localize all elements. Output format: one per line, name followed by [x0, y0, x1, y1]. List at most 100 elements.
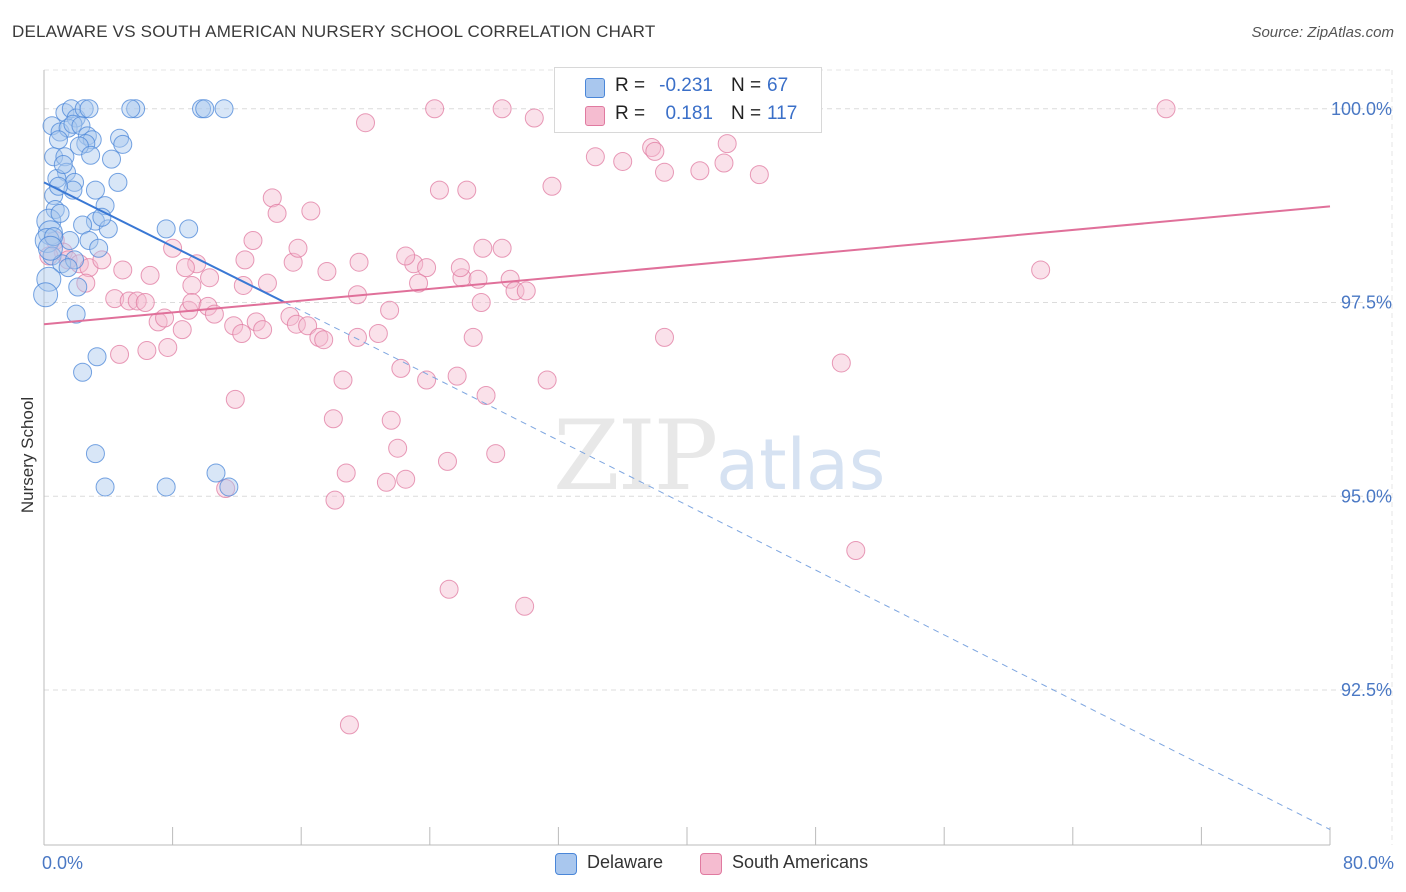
y-tick-label: 95.0% [1341, 486, 1392, 506]
source-label: Source: ZipAtlas.com [1251, 24, 1394, 41]
delaware-point [81, 145, 101, 165]
south-americans-point [356, 113, 375, 133]
south-americans-point [645, 141, 665, 161]
south-americans-point [417, 370, 437, 390]
delaware-point [65, 172, 85, 192]
x-tick-label-max: 80.0% [1342, 853, 1394, 873]
south-americans-point [317, 262, 337, 281]
delaware-r-value: -0.231 [659, 75, 713, 96]
delaware-point [219, 477, 239, 497]
south-americans-point [232, 324, 252, 343]
south-americans-point [135, 293, 155, 312]
delaware-swatch [585, 78, 605, 98]
delaware-point [85, 444, 105, 464]
south-americans-point [333, 370, 353, 390]
n-label: N = [731, 75, 762, 96]
south-americans-point [642, 138, 662, 157]
south-americans-point [516, 281, 536, 301]
south-americans-point [447, 366, 467, 386]
delaware-point [89, 238, 109, 258]
delaware-point [87, 347, 107, 367]
south-americans-point [113, 260, 133, 280]
chart-title: DELAWARE VS SOUTH AMERICAN NURSERY SCHOO… [12, 22, 656, 41]
south-americans-point [246, 312, 266, 332]
r-label: R = [615, 103, 646, 124]
delaware-point [44, 147, 64, 167]
y-tick-label: 97.5% [1341, 293, 1392, 313]
south-americans-point [404, 254, 424, 274]
south-americans-point [257, 273, 277, 293]
delaware-point [37, 235, 63, 261]
south-americans-point [429, 180, 449, 200]
south-americans-point [368, 324, 388, 343]
delaware-point [50, 203, 70, 223]
south-americans-point [175, 258, 195, 278]
south-americans-point [182, 275, 202, 295]
south-americans-point [1031, 260, 1051, 280]
delaware-point [63, 114, 83, 134]
south-americans-point [417, 258, 437, 278]
y-tick-label: 92.5% [1341, 680, 1392, 700]
delaware-point [79, 231, 99, 250]
south-americans-point [158, 337, 178, 357]
delaware-legend-swatch [555, 853, 577, 875]
delaware-point [79, 99, 99, 119]
delaware-point [195, 99, 215, 119]
x-tick-label-min: 0.0% [42, 853, 84, 873]
delaware-point [156, 219, 176, 239]
south-americans-point [339, 715, 359, 735]
stats-legend: R = -0.231 N = 67 R = 0.181 N = 117 [554, 67, 822, 133]
south-americans-point [381, 410, 401, 430]
south-americans-point [396, 469, 416, 489]
south-americans-point [314, 330, 334, 350]
south-americans-point [542, 176, 562, 196]
delaware-point [42, 246, 62, 266]
legend-label-delaware: Delaware [587, 852, 664, 872]
south-americans-point [457, 180, 477, 200]
south-americans-point [396, 246, 416, 266]
south-americans-point [486, 444, 506, 464]
south-americans-trend-line [43, 205, 1331, 326]
south-americans-point [714, 153, 734, 173]
south-americans-point [654, 327, 674, 347]
trend-lines [43, 181, 1331, 830]
south-americans-point [182, 293, 202, 312]
delaware-point [98, 219, 118, 239]
south-americans-point [105, 289, 125, 309]
south-americans-point [749, 165, 769, 185]
south-americans-point [391, 358, 411, 378]
delaware-point [156, 477, 176, 497]
south-americans-point [288, 238, 308, 258]
grid-lines [44, 69, 1393, 845]
delaware-point [113, 134, 133, 154]
south-americans-point [585, 147, 605, 167]
south-americans-point [409, 273, 429, 293]
delaware-point [68, 277, 88, 297]
south-americans-point [280, 306, 300, 326]
delaware-point [179, 219, 199, 239]
south-americans-point [235, 250, 255, 270]
delaware-point [71, 116, 91, 136]
south-americans-point [515, 596, 535, 616]
y-tick-label: 100.0% [1331, 99, 1392, 119]
axes [43, 70, 1331, 846]
delaware-trend-extension [284, 302, 1331, 830]
delaware-point [66, 304, 86, 324]
south-americans-point [336, 463, 356, 483]
south-americans-point [1156, 99, 1176, 119]
delaware-point [48, 130, 68, 150]
south-americans-point [654, 162, 674, 182]
delaware-point [95, 477, 115, 497]
south-americans-point [376, 472, 396, 492]
south-americans-point [253, 320, 273, 340]
delaware-point [69, 136, 89, 156]
delaware-point [110, 128, 130, 148]
south-americans-point [200, 268, 220, 288]
south-americans-point [471, 293, 491, 312]
south-americans-point [137, 341, 157, 361]
south-americans-swatch [585, 106, 605, 126]
south-americans-point [347, 327, 367, 347]
delaware-point [126, 99, 146, 119]
delaware-point [33, 282, 59, 308]
